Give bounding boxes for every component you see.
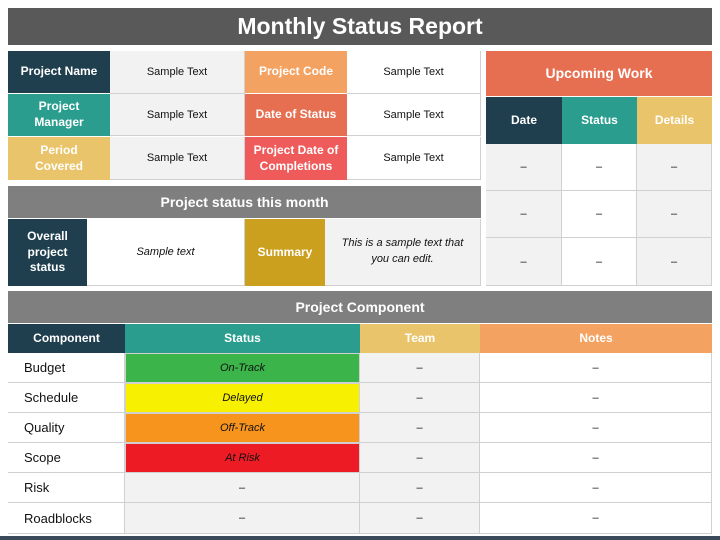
upcoming-row1-date: – xyxy=(486,144,562,191)
notes-scope: – xyxy=(480,443,712,473)
component-col-component: Component xyxy=(8,324,125,353)
upcoming-row3-details: – xyxy=(637,238,712,286)
project-name-label: Project Name xyxy=(8,51,110,93)
upcoming-col-status: Status xyxy=(562,97,637,144)
summary-label: Summary xyxy=(245,219,325,286)
component-name-roadblocks: Roadblocks xyxy=(8,503,125,534)
project-code-label: Project Code xyxy=(245,51,347,93)
notes-roadblocks: – xyxy=(480,503,712,534)
component-col-status: Status xyxy=(125,324,360,353)
team-scope: – xyxy=(360,443,480,473)
bottom-border-strip xyxy=(0,536,720,540)
status-risk: – xyxy=(125,473,360,503)
project-manager-value[interactable]: Sample Text xyxy=(110,94,245,136)
component-table-title: Project Component xyxy=(8,291,712,323)
upcoming-row3-status: – xyxy=(562,238,637,286)
upcoming-work-title: Upcoming Work xyxy=(486,51,712,96)
status-badge-schedule: Delayed xyxy=(125,383,360,413)
upcoming-col-details: Details xyxy=(637,97,712,144)
notes-risk: – xyxy=(480,473,712,503)
project-completion-value[interactable]: Sample Text xyxy=(347,137,481,180)
status-badge-scope: At Risk xyxy=(125,443,360,473)
component-col-team: Team xyxy=(360,324,480,353)
upcoming-row2-date: – xyxy=(486,191,562,238)
component-name-scope: Scope xyxy=(8,443,125,473)
project-manager-label: Project Manager xyxy=(8,94,110,136)
status-badge-quality: Off-Track xyxy=(125,413,360,443)
component-name-schedule: Schedule xyxy=(8,383,125,413)
component-col-notes: Notes xyxy=(480,324,712,353)
report-title: Monthly Status Report xyxy=(8,8,712,45)
upcoming-row3-date: – xyxy=(486,238,562,286)
upcoming-row2-details: – xyxy=(637,191,712,238)
team-risk: – xyxy=(360,473,480,503)
period-covered-value[interactable]: Sample Text xyxy=(110,137,245,180)
status-badge-budget: On-Track xyxy=(125,353,360,383)
team-schedule: – xyxy=(360,383,480,413)
component-name-budget: Budget xyxy=(8,353,125,383)
notes-budget: – xyxy=(480,353,712,383)
component-name-risk: Risk xyxy=(8,473,125,503)
project-code-value[interactable]: Sample Text xyxy=(347,51,481,94)
upcoming-row1-status: – xyxy=(562,144,637,191)
period-covered-label: Period Covered xyxy=(8,137,110,180)
component-name-quality: Quality xyxy=(8,413,125,443)
date-of-status-value[interactable]: Sample Text xyxy=(347,94,481,136)
overall-status-label: Overall project status xyxy=(8,219,87,286)
team-quality: – xyxy=(360,413,480,443)
summary-value[interactable]: This is a sample text that you can edit. xyxy=(325,219,481,286)
team-roadblocks: – xyxy=(360,503,480,534)
overall-status-value[interactable]: Sample text xyxy=(87,219,245,286)
upcoming-row2-status: – xyxy=(562,191,637,238)
team-budget: – xyxy=(360,353,480,383)
project-name-value[interactable]: Sample Text xyxy=(110,51,245,94)
date-of-status-label: Date of Status xyxy=(245,94,347,136)
upcoming-row1-details: – xyxy=(637,144,712,191)
project-completion-label: Project Date of Completions xyxy=(245,137,347,180)
upcoming-col-date: Date xyxy=(486,97,562,144)
status-roadblocks: – xyxy=(125,503,360,534)
notes-quality: – xyxy=(480,413,712,443)
notes-schedule: – xyxy=(480,383,712,413)
status-month-title: Project status this month xyxy=(8,186,481,218)
